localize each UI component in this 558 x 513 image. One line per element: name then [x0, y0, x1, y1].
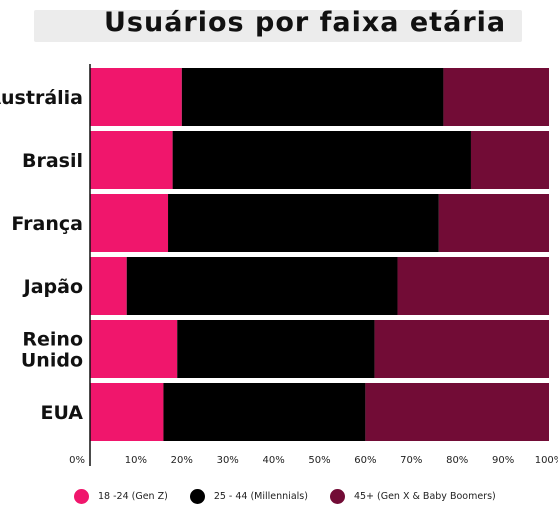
- category-label: Reino: [22, 329, 83, 351]
- legend-swatch: [329, 488, 345, 504]
- category-label: Austrália: [0, 87, 83, 109]
- x-tick-label: 20%: [171, 455, 193, 466]
- category-label: Unido: [21, 350, 83, 372]
- chart-title: Usuários por faixa etária: [104, 7, 507, 38]
- category-label: EUA: [40, 402, 83, 424]
- title-banner: [34, 10, 522, 42]
- x-tick-label: 0%: [69, 455, 85, 466]
- legend-swatch: [189, 488, 205, 504]
- bar-millennials-4: [177, 320, 375, 378]
- bar-genx-boomers-4: [374, 320, 549, 378]
- bar-genx-boomers-5: [365, 383, 549, 441]
- bar-genx-boomers-2: [438, 194, 549, 252]
- bar-millennials-2: [168, 194, 439, 252]
- legend-label: 45+ (Gen X & Baby Boomers): [353, 490, 496, 502]
- bar-genz-0: [90, 68, 182, 126]
- x-tick-label: 80%: [446, 455, 468, 466]
- x-tick-label: 60%: [354, 455, 376, 466]
- bar-genz-4: [90, 320, 178, 378]
- category-label: França: [11, 213, 83, 235]
- bar-genx-boomers-0: [443, 68, 549, 126]
- x-tick-label: 100%: [535, 455, 558, 466]
- x-tick-label: 90%: [492, 455, 514, 466]
- x-tick-label: 10%: [125, 455, 147, 466]
- bar-millennials-5: [163, 383, 366, 441]
- x-tick-label: 50%: [308, 455, 330, 466]
- x-tick-label: 70%: [400, 455, 422, 466]
- legend-label: 18 -24 (Gen Z): [98, 490, 168, 502]
- bar-millennials-1: [172, 131, 471, 189]
- bar-genz-1: [90, 131, 173, 189]
- legend-item: 45+ (Gen X & Baby Boomers): [329, 488, 496, 504]
- x-tick-label: 30%: [217, 455, 239, 466]
- bar-genz-2: [90, 194, 169, 252]
- bar-genx-boomers-3: [397, 257, 549, 315]
- x-tick-label: 40%: [262, 455, 284, 466]
- bar-genz-3: [90, 257, 127, 315]
- category-label: Brasil: [22, 150, 83, 172]
- bar-genx-boomers-1: [470, 131, 549, 189]
- bar-millennials-0: [181, 68, 444, 126]
- category-label: Japão: [22, 276, 83, 298]
- legend-item: 18 -24 (Gen Z): [74, 488, 168, 504]
- legend-item: 25 - 44 (Millennials): [189, 488, 308, 504]
- bar-genz-5: [90, 383, 164, 441]
- legend-label: 25 - 44 (Millennials): [213, 490, 308, 502]
- legend-swatch: [74, 488, 89, 504]
- bar-millennials-3: [126, 257, 398, 315]
- legend: 18 -24 (Gen Z) 25 - 44 (Millennials) 45+ (…: [74, 487, 518, 505]
